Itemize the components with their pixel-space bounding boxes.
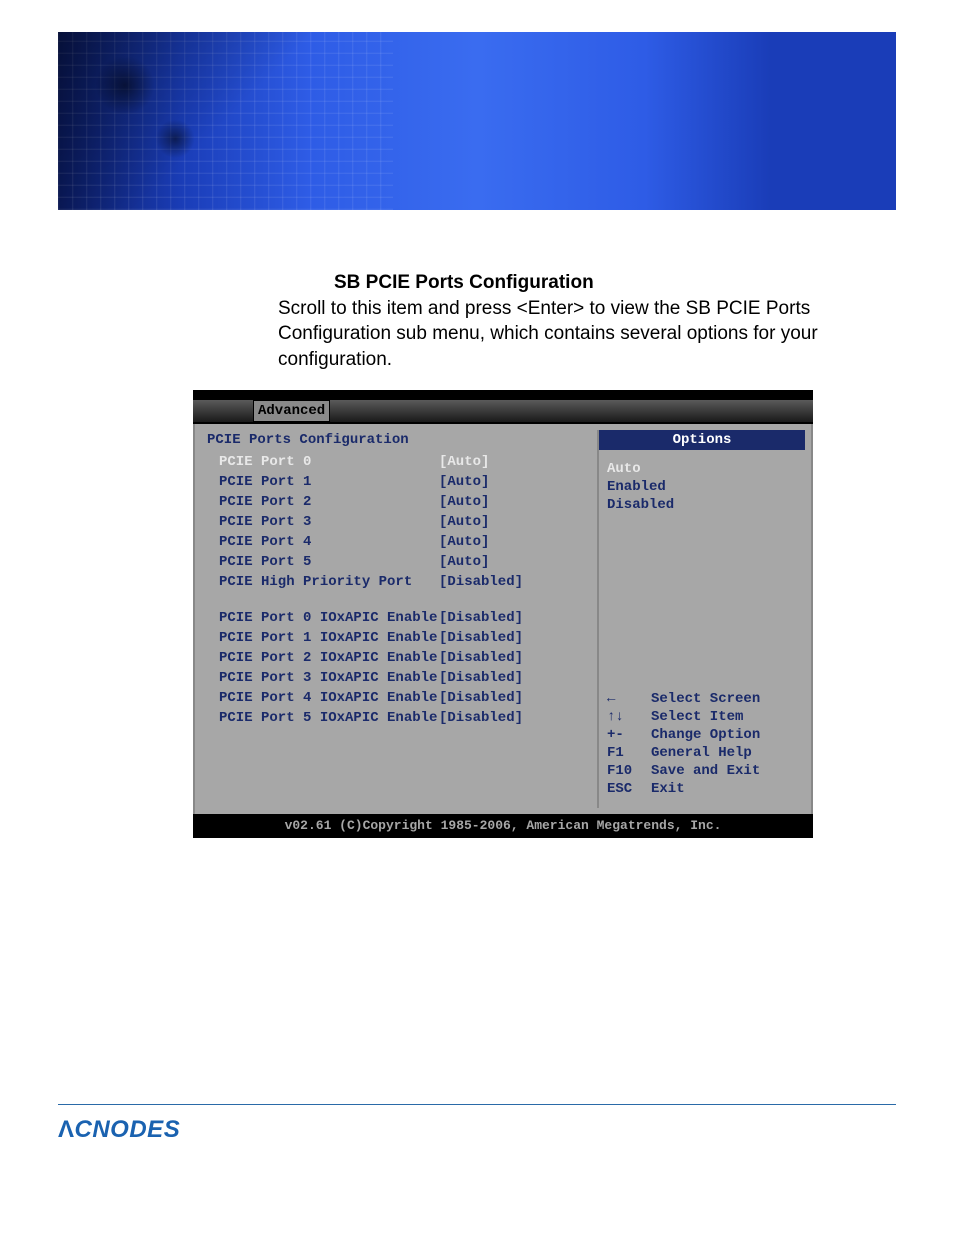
footer-rule [58, 1104, 896, 1105]
bios-setting-label: PCIE Port 3 IOxAPIC Enable [219, 669, 439, 687]
bios-option[interactable]: Enabled [607, 478, 797, 496]
circuit-art [58, 32, 393, 210]
bios-setting-value: [Disabled] [439, 689, 523, 707]
brand-logo: ΛCNODES [58, 1116, 180, 1144]
bios-option[interactable]: Auto [607, 460, 797, 478]
bios-setting-value: [Auto] [439, 553, 489, 571]
doc-section: SB PCIE Ports Configuration Scroll to th… [278, 270, 838, 373]
options-header: Options [599, 430, 805, 450]
bios-help-key: F10 [607, 762, 651, 780]
bios-group2: PCIE Port 0 IOxAPIC Enable[Disabled]PCIE… [201, 608, 591, 728]
bios-screenshot: Advanced PCIE Ports Configuration PCIE P… [193, 390, 813, 838]
doc-body: Scroll to this item and press <Enter> to… [278, 296, 838, 373]
bios-setting-row[interactable]: PCIE Port 5[Auto] [201, 552, 591, 572]
bios-help-key: ESC [607, 780, 651, 798]
bios-setting-row[interactable]: PCIE Port 1[Auto] [201, 472, 591, 492]
header-banner [58, 32, 896, 210]
bios-help-action: General Help [651, 744, 752, 762]
bios-group1: PCIE Port 0[Auto]PCIE Port 1[Auto]PCIE P… [201, 452, 591, 592]
bios-setting-row[interactable]: PCIE Port 3[Auto] [201, 512, 591, 532]
bios-setting-row[interactable]: PCIE Port 2 IOxAPIC Enable[Disabled] [201, 648, 591, 668]
bios-setting-label: PCIE Port 0 IOxAPIC Enable [219, 609, 439, 627]
bios-setting-row[interactable]: PCIE Port 4[Auto] [201, 532, 591, 552]
bios-setting-value: [Auto] [439, 513, 489, 531]
bios-tabbar: Advanced [193, 400, 813, 422]
bios-help-key: ← [607, 690, 651, 708]
bios-setting-value: [Disabled] [439, 573, 523, 591]
brand-glyph: Λ [58, 1116, 75, 1144]
bios-setting-label: PCIE Port 5 IOxAPIC Enable [219, 709, 439, 727]
bios-setting-row[interactable]: PCIE Port 1 IOxAPIC Enable[Disabled] [201, 628, 591, 648]
bios-setting-row[interactable]: PCIE Port 0 IOxAPIC Enable[Disabled] [201, 608, 591, 628]
bios-help-row: ←Select Screen [607, 690, 797, 708]
spacer [201, 592, 591, 608]
bios-setting-label: PCIE Port 2 [219, 493, 439, 511]
bios-help: ←Select Screen↑↓Select Item+-Change Opti… [607, 690, 797, 798]
bios-setting-label: PCIE High Priority Port [219, 573, 439, 591]
bios-help-action: Exit [651, 780, 685, 798]
bios-help-action: Save and Exit [651, 762, 760, 780]
bios-setting-label: PCIE Port 0 [219, 453, 439, 471]
bios-help-key: ↑↓ [607, 708, 651, 726]
bios-body: PCIE Ports Configuration PCIE Port 0[Aut… [193, 424, 813, 814]
bios-setting-label: PCIE Port 3 [219, 513, 439, 531]
bios-help-key: +- [607, 726, 651, 744]
bios-setting-value: [Disabled] [439, 709, 523, 727]
bios-setting-value: [Disabled] [439, 629, 523, 647]
bios-setting-row[interactable]: PCIE Port 3 IOxAPIC Enable[Disabled] [201, 668, 591, 688]
tab-advanced[interactable]: Advanced [253, 400, 330, 422]
bios-setting-row[interactable]: PCIE Port 5 IOxAPIC Enable[Disabled] [201, 708, 591, 728]
bios-side-panel: Options AutoEnabledDisabled ←Select Scre… [597, 430, 805, 808]
bios-setting-value: [Auto] [439, 493, 489, 511]
bios-help-action: Select Item [651, 708, 743, 726]
bios-setting-label: PCIE Port 1 IOxAPIC Enable [219, 629, 439, 647]
bios-setting-row[interactable]: PCIE Port 0[Auto] [201, 452, 591, 472]
bios-setting-label: PCIE Port 4 IOxAPIC Enable [219, 689, 439, 707]
doc-title: SB PCIE Ports Configuration [334, 270, 838, 296]
bios-help-row: F1General Help [607, 744, 797, 762]
bios-setting-row[interactable]: PCIE Port 4 IOxAPIC Enable[Disabled] [201, 688, 591, 708]
bios-footer: v02.61 (C)Copyright 1985-2006, American … [193, 814, 813, 838]
bios-help-action: Select Screen [651, 690, 760, 708]
bios-option[interactable]: Disabled [607, 496, 797, 514]
bios-setting-value: [Disabled] [439, 649, 523, 667]
bios-help-row: ↑↓Select Item [607, 708, 797, 726]
brand-text: CNODES [75, 1116, 181, 1143]
bios-setting-row[interactable]: PCIE High Priority Port[Disabled] [201, 572, 591, 592]
bios-help-action: Change Option [651, 726, 760, 744]
bios-help-row: F10Save and Exit [607, 762, 797, 780]
bios-main-panel: PCIE Ports Configuration PCIE Port 0[Aut… [201, 430, 591, 808]
bios-setting-value: [Disabled] [439, 609, 523, 627]
bios-setting-label: PCIE Port 1 [219, 473, 439, 491]
bios-setting-label: PCIE Port 4 [219, 533, 439, 551]
bios-setting-row[interactable]: PCIE Port 2[Auto] [201, 492, 591, 512]
bios-setting-value: [Auto] [439, 473, 489, 491]
bios-section-title: PCIE Ports Configuration [201, 430, 591, 452]
bios-help-row: +-Change Option [607, 726, 797, 744]
bios-setting-value: [Auto] [439, 533, 489, 551]
bios-setting-label: PCIE Port 2 IOxAPIC Enable [219, 649, 439, 667]
bios-help-key: F1 [607, 744, 651, 762]
bios-setting-label: PCIE Port 5 [219, 553, 439, 571]
bios-setting-value: [Disabled] [439, 669, 523, 687]
bios-help-row: ESCExit [607, 780, 797, 798]
bios-setting-value: [Auto] [439, 453, 489, 471]
